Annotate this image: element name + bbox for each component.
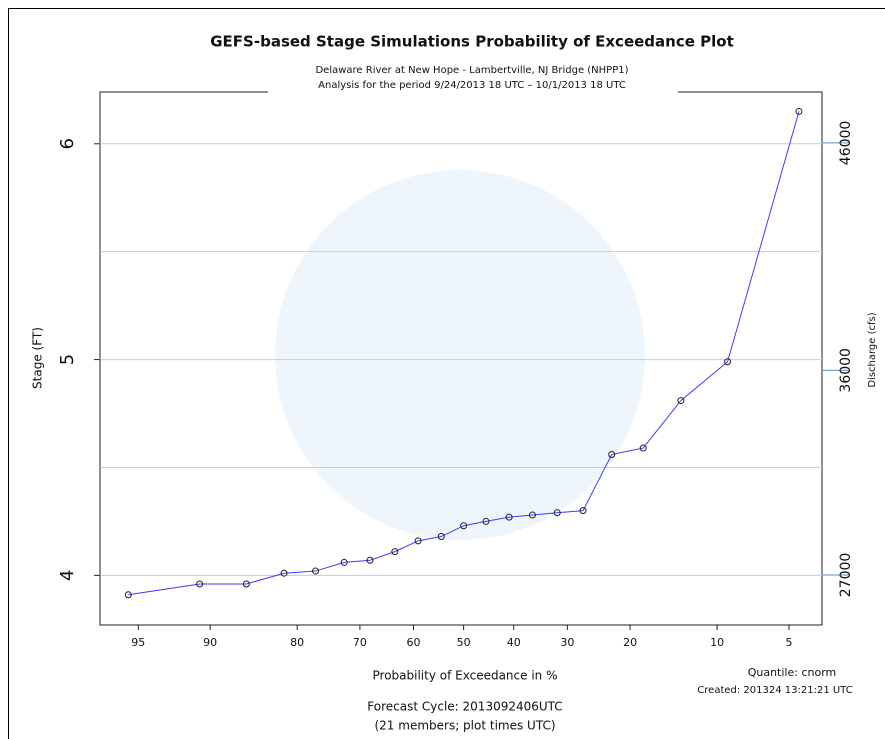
point [437, 533, 445, 541]
note: (21 members; plot times UTC) [374, 719, 555, 733]
point [124, 591, 132, 599]
point [312, 567, 320, 575]
point [677, 397, 685, 405]
y2-tick-label: 36000 [838, 348, 854, 393]
point [482, 517, 490, 525]
point [639, 444, 647, 452]
note: Forecast Cycle: 2013092406UTC [367, 700, 562, 714]
point [280, 569, 288, 577]
subtitle: Delaware River at New Hope - Lambertvill… [315, 65, 628, 76]
x-tick-label: 5 [785, 636, 792, 649]
y-tick-label: 4 [57, 570, 78, 581]
y-axis-label: Stage (FT) [31, 327, 45, 389]
point [795, 107, 803, 115]
y2-tick-label: 46000 [838, 121, 854, 166]
x-axis-label: Probability of Exceedance in % [373, 669, 558, 683]
point [528, 511, 536, 519]
point [724, 358, 732, 366]
point [505, 513, 513, 521]
x-tick-label: 95 [131, 636, 145, 649]
x-tick-label: 60 [407, 636, 421, 649]
point [608, 451, 616, 459]
x-tick-label: 70 [353, 636, 367, 649]
point [196, 580, 204, 588]
y-tick-label: 5 [57, 354, 78, 365]
note: Quantile: cnorm [748, 666, 837, 679]
x-tick-label: 40 [507, 636, 521, 649]
point [242, 580, 250, 588]
y2-tick-label: 27000 [838, 553, 854, 598]
point [414, 537, 422, 545]
x-tick-label: 50 [457, 636, 471, 649]
point [579, 507, 587, 515]
chart-title: GEFS-based Stage Simulations Probability… [210, 33, 733, 51]
x-tick-label: 10 [710, 636, 724, 649]
subtitle: Analysis for the period 9/24/2013 18 UTC… [318, 80, 626, 91]
point [460, 522, 468, 530]
point [553, 509, 561, 517]
y-tick-label: 6 [57, 138, 78, 149]
note: Created: 201324 13:21:21 UTC [697, 685, 852, 696]
subtitle-box [268, 58, 678, 98]
point [340, 558, 348, 566]
y2-axis-label: Discharge (cfs) [867, 312, 878, 387]
x-tick-label: 30 [560, 636, 574, 649]
series-line [128, 111, 800, 596]
x-tick-label: 80 [290, 636, 304, 649]
point [391, 548, 399, 556]
x-tick-label: 20 [623, 636, 637, 649]
point [366, 556, 374, 564]
x-tick-label: 90 [203, 636, 217, 649]
watermark [275, 170, 645, 540]
